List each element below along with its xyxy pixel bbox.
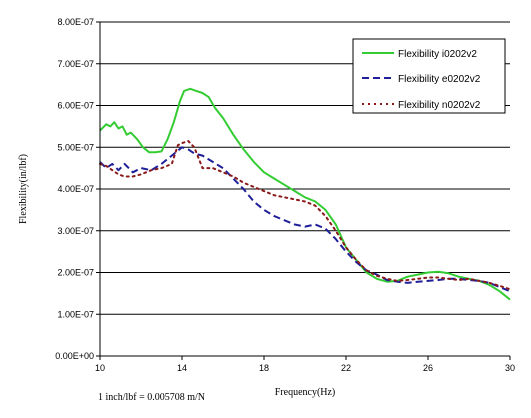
legend-label-0: Flexibility i0202v2 — [398, 49, 477, 60]
y-tick-label: 2.00E-07 — [57, 268, 94, 278]
y-tick-label: 3.00E-07 — [57, 226, 94, 236]
y-ticks: 0.00E+00 1.00E-07 2.00E-07 3.00E-07 4.00E-07… — [55, 17, 100, 361]
x-tick-label: 14 — [177, 363, 187, 373]
y-tick-label: 7.00E-07 — [57, 59, 94, 69]
footnote: 1 inch/lbf = 0.005708 m/N — [98, 392, 205, 403]
series-layer — [99, 87, 511, 301]
y-tick-label: 1.00E-07 — [57, 309, 94, 319]
y-axis-title: Flexibility(in/lbf) — [18, 154, 29, 224]
legend: Flexibility i0202v2 Flexibility e0202v2 … — [352, 38, 506, 114]
y-tick-label: 0.00E+00 — [55, 351, 94, 361]
x-tick-label: 26 — [423, 363, 433, 373]
x-tick-label: 10 — [95, 363, 105, 373]
y-tick-label: 5.00E-07 — [57, 142, 94, 152]
legend-box — [352, 38, 506, 114]
legend-label-2: Flexibility n0202v2 — [398, 100, 481, 111]
x-tick-label: 22 — [341, 363, 351, 373]
x-axis-title: Frequency(Hz) — [275, 387, 336, 398]
x-tick-label: 18 — [259, 363, 269, 373]
x-ticks: 10 14 18 22 26 30 — [95, 356, 515, 373]
x-tick-label: 30 — [505, 363, 515, 373]
legend-label-1: Flexibility e0202v2 — [398, 74, 481, 85]
series-line-1 — [99, 146, 511, 293]
series-line-2 — [99, 140, 511, 291]
y-tick-label: 8.00E-07 — [57, 17, 94, 27]
y-tick-label: 6.00E-07 — [57, 101, 94, 111]
series-line-0 — [99, 87, 511, 301]
y-tick-label: 4.00E-07 — [57, 184, 94, 194]
